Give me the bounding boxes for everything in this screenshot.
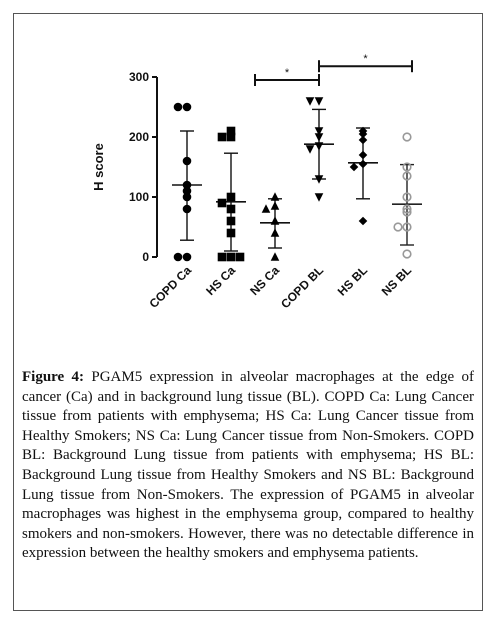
- data-point: [314, 142, 324, 151]
- data-point: [314, 193, 324, 202]
- data-point: [402, 249, 412, 259]
- data-point: [349, 162, 359, 172]
- y-tick-label: 0: [142, 250, 149, 264]
- category-label: NS Ca: [247, 263, 282, 298]
- data-point: [270, 252, 280, 261]
- data-point: [173, 102, 183, 112]
- data-point: [358, 159, 368, 169]
- data-point: [182, 192, 192, 202]
- data-point: [402, 222, 412, 232]
- data-point: [270, 201, 280, 210]
- y-tick-label: 200: [129, 130, 149, 144]
- data-point: [314, 127, 324, 136]
- data-point: [358, 135, 368, 145]
- y-tick-label: 100: [129, 190, 149, 204]
- data-point: [182, 186, 192, 196]
- data-point: [226, 132, 236, 142]
- data-point: [305, 97, 315, 106]
- data-point: [402, 171, 412, 181]
- data-point: [226, 216, 236, 226]
- category-label: NS BL: [379, 263, 414, 298]
- data-point: [358, 129, 368, 139]
- data-point: [217, 198, 227, 208]
- data-point: [226, 252, 236, 262]
- data-point: [182, 180, 192, 190]
- data-point: [235, 252, 245, 262]
- data-point: [402, 162, 412, 172]
- data-point: [402, 204, 412, 214]
- data-point: [226, 126, 236, 136]
- data-point: [314, 97, 324, 106]
- data-point: [182, 204, 192, 214]
- data-point: [217, 132, 227, 142]
- data-point: [402, 132, 412, 142]
- figure-caption: Figure 4: PGAM5 expression in alveolar m…: [22, 368, 474, 564]
- data-point: [270, 228, 280, 237]
- data-point: [226, 192, 236, 202]
- data-point: [182, 252, 192, 262]
- data-point: [305, 145, 315, 154]
- significance-star: *: [363, 53, 368, 65]
- data-point: [182, 156, 192, 166]
- data-point: [402, 207, 412, 217]
- data-point: [261, 204, 271, 213]
- category-label: COPD Ca: [147, 263, 195, 311]
- data-point: [270, 192, 280, 201]
- data-point: [182, 102, 192, 112]
- data-point: [173, 252, 183, 262]
- data-point: [314, 175, 324, 184]
- data-point: [226, 204, 236, 214]
- data-point: [217, 252, 227, 262]
- data-point: [393, 222, 403, 232]
- data-point: [270, 216, 280, 225]
- caption-text: PGAM5 expression in alveolar macrophages…: [22, 369, 475, 562]
- category-label: HS BL: [335, 263, 370, 298]
- data-point: [226, 228, 236, 238]
- category-label: COPD BL: [278, 263, 326, 311]
- category-label: HS Ca: [203, 263, 238, 298]
- y-axis-label: H score: [91, 143, 106, 191]
- figure-label: Figure 4:: [22, 369, 85, 385]
- figure-frame: [13, 13, 483, 611]
- significance-star: *: [285, 67, 290, 79]
- data-point: [358, 216, 368, 226]
- data-point: [314, 133, 324, 142]
- data-point: [402, 192, 412, 202]
- y-tick-label: 300: [129, 70, 149, 84]
- data-point: [358, 150, 368, 160]
